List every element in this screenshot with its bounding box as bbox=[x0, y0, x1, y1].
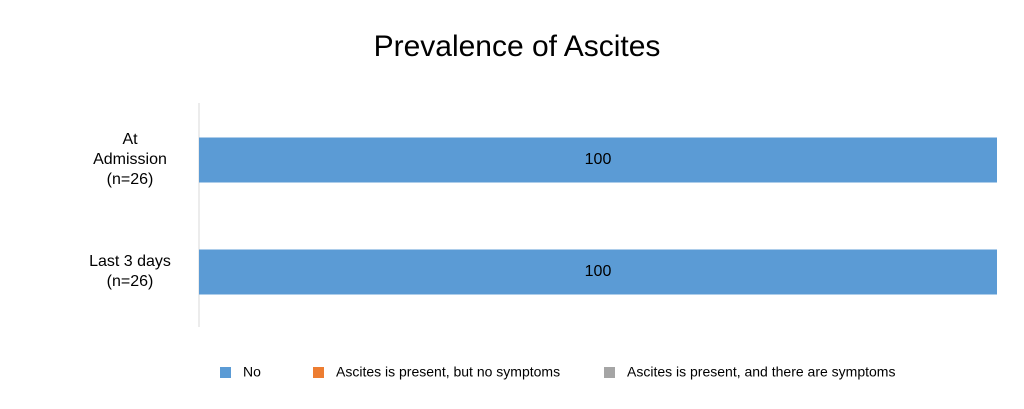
legend-label: Ascites is present, and there are sympto… bbox=[627, 364, 895, 380]
y-tick-label: Last 3 days (n=26) bbox=[89, 253, 171, 290]
legend-swatch bbox=[313, 367, 324, 378]
legend-swatch bbox=[220, 367, 231, 378]
y-tick-label: At Admission (n=26) bbox=[93, 131, 167, 188]
legend-swatch bbox=[604, 367, 615, 378]
bar-segment bbox=[199, 249, 997, 295]
legend-label: No bbox=[243, 364, 261, 380]
legend-label: Ascites is present, but no symptoms bbox=[336, 364, 560, 380]
bar-segment bbox=[199, 137, 997, 183]
data-label: 100 bbox=[585, 151, 612, 168]
data-label: 100 bbox=[585, 263, 612, 280]
chart-title: Prevalence of Ascites bbox=[374, 30, 661, 63]
